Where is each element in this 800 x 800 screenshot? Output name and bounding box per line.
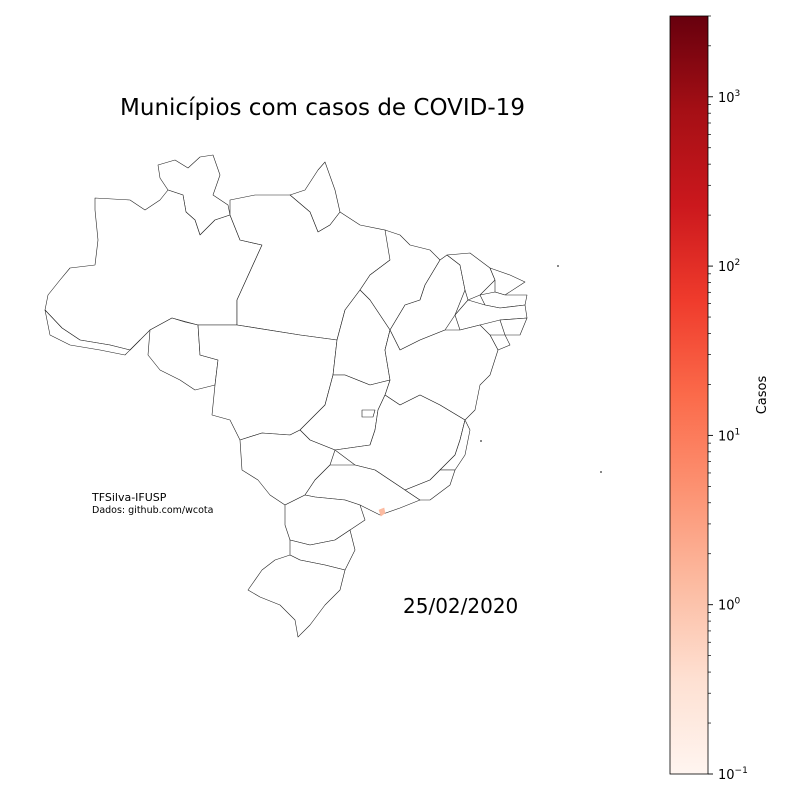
state-rio-grande-do-sul — [247, 554, 346, 638]
island-2 — [480, 440, 482, 442]
colorbar-tick-label: 102 — [718, 258, 740, 275]
colorbar-label: Casos — [755, 376, 770, 415]
island-1 — [557, 265, 559, 267]
state-rio-de-janeiro — [404, 469, 456, 501]
credit-block: TFSilva-IFUSP Dados: github.com/wcota — [92, 491, 213, 517]
colorbar-gradient — [669, 15, 709, 775]
colorbar-tick-label: 10−1 — [718, 766, 748, 783]
state-alagoas — [499, 317, 528, 336]
colorbar-tick-label: 103 — [718, 89, 740, 106]
credit-source: Dados: github.com/wcota — [92, 505, 214, 516]
colorbar-tick-label: 100 — [718, 597, 741, 614]
brazil-states-map — [44, 154, 602, 638]
state-acre — [44, 309, 141, 356]
state-parana — [284, 494, 366, 546]
island-3 — [600, 471, 602, 473]
colorbar-tick-label: 101 — [718, 427, 740, 444]
credit-author: TFSilva-IFUSP — [92, 491, 167, 504]
colorbar-ticks: 10−1 100 101 102 103 — [708, 15, 748, 783]
map-title: Municípios com casos de COVID-19 — [120, 95, 525, 121]
highlighted-municipality — [378, 507, 386, 517]
map-date: 25/02/2020 — [403, 594, 519, 618]
state-df — [361, 409, 376, 418]
